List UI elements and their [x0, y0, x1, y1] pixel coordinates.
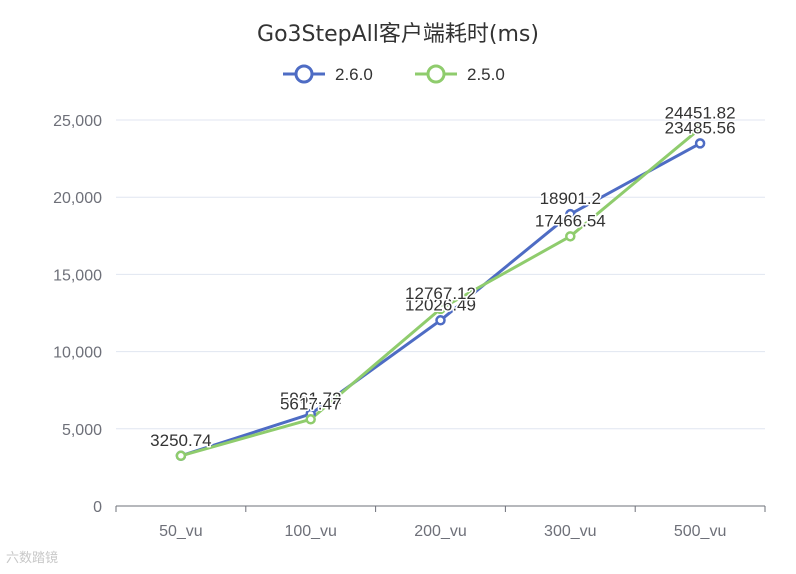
data-label: 17466.54 [535, 211, 606, 230]
data-label: 5617.47 [280, 394, 341, 413]
data-point[interactable] [694, 123, 706, 134]
watermark: 六数踏镜 [6, 551, 59, 566]
data-point[interactable] [305, 414, 316, 425]
data-label: 24451.82 [665, 103, 736, 122]
data-label: 3250.74 [150, 431, 211, 450]
legend-item-2.6.0[interactable]: 2.6.0 [283, 64, 373, 84]
data-label: 12026.49 [405, 295, 476, 314]
data-point[interactable] [565, 231, 576, 242]
data-point[interactable] [175, 450, 187, 462]
data-point[interactable] [435, 315, 446, 326]
markers-2.5.0 [175, 123, 706, 462]
legend-swatch-marker [294, 64, 314, 84]
y-tick-label: 0 [93, 499, 102, 516]
x-tick-label: 300_vu [544, 523, 597, 540]
data-label: 12767.12 [405, 284, 476, 303]
y-axis: 0 5,000 10,000 15,000 20,000 25,000 [53, 113, 102, 516]
y-tick-label: 10,000 [53, 345, 102, 362]
data-labels: 3250.745961.7212026.4918901.223485.56325… [149, 102, 737, 451]
data-label: 23485.56 [665, 118, 736, 137]
data-point[interactable] [435, 303, 446, 315]
chart-title: Go3StepAll客户端耗时(ms) [257, 22, 539, 47]
legend-swatch-marker [426, 64, 446, 84]
y-tick-label: 25,000 [53, 113, 102, 130]
x-tick-label: 50_vu [159, 523, 203, 540]
y-tick-label: 20,000 [53, 190, 102, 207]
y-tick-label: 5,000 [62, 422, 102, 439]
data-point[interactable] [565, 208, 576, 220]
x-tick-label: 500_vu [674, 523, 727, 540]
legend-label: 2.5.0 [467, 65, 505, 84]
legend[interactable]: 2.6.0 2.5.0 [283, 64, 505, 84]
y-tick-label: 15,000 [53, 267, 102, 284]
x-tick-label: 200_vu [414, 523, 467, 540]
grid [116, 119, 765, 430]
data-label: 5961.72 [280, 389, 341, 408]
legend-label: 2.6.0 [335, 65, 373, 84]
series-group [175, 123, 706, 462]
x-tick-label: 100_vu [284, 523, 337, 540]
data-label: 3250.74 [150, 431, 211, 450]
legend-item-2.5.0[interactable]: 2.5.0 [415, 64, 505, 84]
x-axis: 50_vu 100_vu 200_vu 300_vu 500_vu [115, 505, 766, 540]
data-point[interactable] [694, 138, 706, 149]
data-label: 18901.2 [540, 189, 601, 208]
